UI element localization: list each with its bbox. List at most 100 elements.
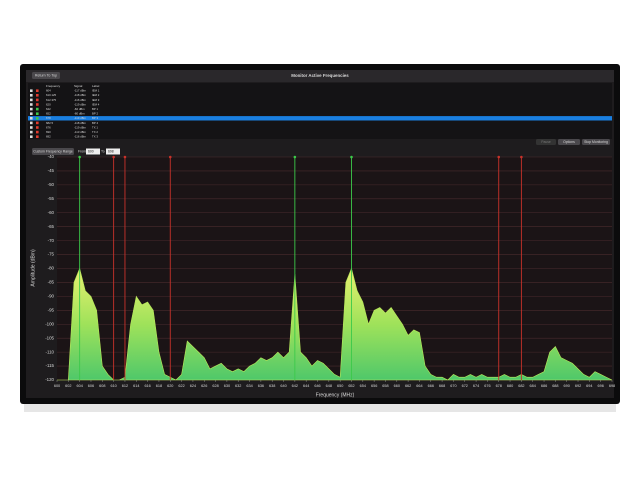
checkbox bbox=[30, 121, 33, 125]
x-tick-label: 622 bbox=[178, 384, 184, 388]
y-tick-label: -40 bbox=[48, 154, 55, 159]
title-bar bbox=[26, 70, 614, 82]
x-tick-label: 644 bbox=[303, 384, 309, 388]
x-tick-label: 630 bbox=[224, 384, 230, 388]
marker-head bbox=[350, 155, 353, 159]
x-tick-label: 640 bbox=[280, 384, 286, 388]
x-tick-label: 636 bbox=[258, 384, 264, 388]
to-value: 698 bbox=[108, 150, 114, 154]
to-input[interactable] bbox=[106, 148, 120, 155]
x-tick-label: 678 bbox=[496, 384, 502, 388]
table-cell: IEM 3 bbox=[92, 98, 100, 102]
x-tick-label: 620 bbox=[167, 384, 173, 388]
color-swatch bbox=[36, 112, 39, 115]
x-tick-label: 638 bbox=[269, 384, 275, 388]
x-tick-label: 604 bbox=[76, 384, 82, 388]
x-tick-label: 668 bbox=[439, 384, 445, 388]
table-cell: IEM 4 bbox=[92, 102, 100, 106]
x-tick-label: 694 bbox=[586, 384, 592, 388]
spectrum-area bbox=[57, 267, 613, 381]
marker-head bbox=[78, 155, 81, 159]
table-cell: BP 2 bbox=[92, 112, 98, 116]
y-tick-label: -110 bbox=[46, 349, 55, 354]
x-tick-label: 602 bbox=[65, 384, 71, 388]
table-cell: TX 1 bbox=[92, 125, 98, 129]
table-cell: -116 dBm bbox=[74, 135, 87, 139]
options-button[interactable] bbox=[558, 139, 580, 145]
color-swatch bbox=[36, 89, 39, 92]
column-header: Frequency bbox=[46, 84, 61, 88]
marker-head bbox=[520, 155, 523, 159]
checkbox bbox=[30, 94, 33, 97]
table-cell: BP 4 bbox=[92, 121, 98, 125]
x-tick-label: 662 bbox=[405, 384, 411, 388]
y-tick-label: -105 bbox=[45, 335, 54, 340]
y-tick-label: -85 bbox=[48, 280, 55, 285]
x-tick-label: 670 bbox=[450, 384, 456, 388]
y-tick-label: -50 bbox=[48, 182, 55, 187]
y-tick-label: -60 bbox=[48, 210, 55, 215]
from-input[interactable] bbox=[86, 148, 100, 155]
to-label: To bbox=[101, 150, 105, 154]
color-swatch bbox=[36, 107, 39, 111]
x-tick-label: 632 bbox=[235, 384, 241, 388]
x-tick-label: 682 bbox=[518, 384, 524, 388]
y-axis-label: Amplitude (dBm) bbox=[30, 249, 36, 287]
pause-button[interactable] bbox=[536, 139, 556, 145]
color-swatch bbox=[36, 126, 39, 129]
x-tick-label: 648 bbox=[326, 384, 332, 388]
return-button[interactable] bbox=[32, 72, 60, 79]
marker-head bbox=[497, 155, 501, 159]
x-tick-label: 680 bbox=[507, 384, 513, 388]
table-cell: -119 dBm bbox=[74, 125, 87, 129]
checkbox bbox=[30, 135, 33, 138]
x-tick-label: 684 bbox=[530, 384, 536, 388]
x-tick-label: 650 bbox=[337, 384, 343, 388]
color-swatch bbox=[36, 103, 39, 106]
return-label: Return To Top bbox=[35, 74, 57, 78]
x-tick-label: 606 bbox=[88, 384, 94, 388]
table-cell: 690 bbox=[46, 130, 51, 134]
x-tick-label: 614 bbox=[133, 384, 139, 388]
table-cell: -117 dBm bbox=[74, 89, 87, 93]
y-tick-label: -45 bbox=[48, 168, 55, 173]
color-swatch bbox=[36, 135, 39, 138]
x-tick-label: 672 bbox=[462, 384, 468, 388]
x-tick-label: 674 bbox=[473, 384, 479, 388]
table-cell: 682.5 bbox=[46, 121, 53, 125]
table-cell: -118 dBm bbox=[74, 121, 87, 125]
from-value: 600 bbox=[88, 150, 94, 154]
table-cell: 678 bbox=[46, 116, 51, 120]
table-cell: BP 1 bbox=[92, 107, 98, 111]
options-label: Options bbox=[563, 140, 575, 144]
table-cell: -82 dBm bbox=[74, 107, 85, 111]
color-swatch bbox=[36, 94, 39, 97]
x-tick-label: 616 bbox=[144, 384, 150, 388]
marker-head bbox=[112, 155, 115, 159]
x-axis-label: Frequency (MHz) bbox=[316, 392, 355, 398]
x-tick-label: 664 bbox=[416, 384, 422, 388]
pause-label: Pause bbox=[541, 140, 551, 144]
x-tick-label: 608 bbox=[99, 384, 105, 388]
stop-button[interactable] bbox=[582, 139, 610, 145]
table-cell: 612.375 bbox=[46, 98, 57, 102]
table-cell: -116 dBm bbox=[74, 98, 87, 102]
table-cell: 676 bbox=[46, 125, 51, 129]
x-tick-label: 624 bbox=[190, 384, 196, 388]
table-cell: 642 bbox=[46, 107, 51, 111]
y-tick-label: -70 bbox=[48, 238, 55, 243]
y-tick-label: -55 bbox=[48, 196, 55, 201]
x-tick-label: 600 bbox=[54, 384, 60, 388]
table-cell: 620 bbox=[46, 102, 51, 106]
checkbox bbox=[30, 98, 33, 102]
y-tick-label: -75 bbox=[48, 252, 55, 257]
column-header: Signal bbox=[74, 84, 83, 88]
marker-head bbox=[168, 155, 172, 159]
window-title: Monitor Active Frequencies bbox=[291, 73, 349, 78]
x-tick-label: 656 bbox=[371, 384, 377, 388]
x-tick-label: 666 bbox=[428, 384, 434, 388]
range-button[interactable] bbox=[32, 148, 74, 155]
y-tick-label: -65 bbox=[48, 224, 55, 229]
checkbox bbox=[30, 112, 33, 115]
